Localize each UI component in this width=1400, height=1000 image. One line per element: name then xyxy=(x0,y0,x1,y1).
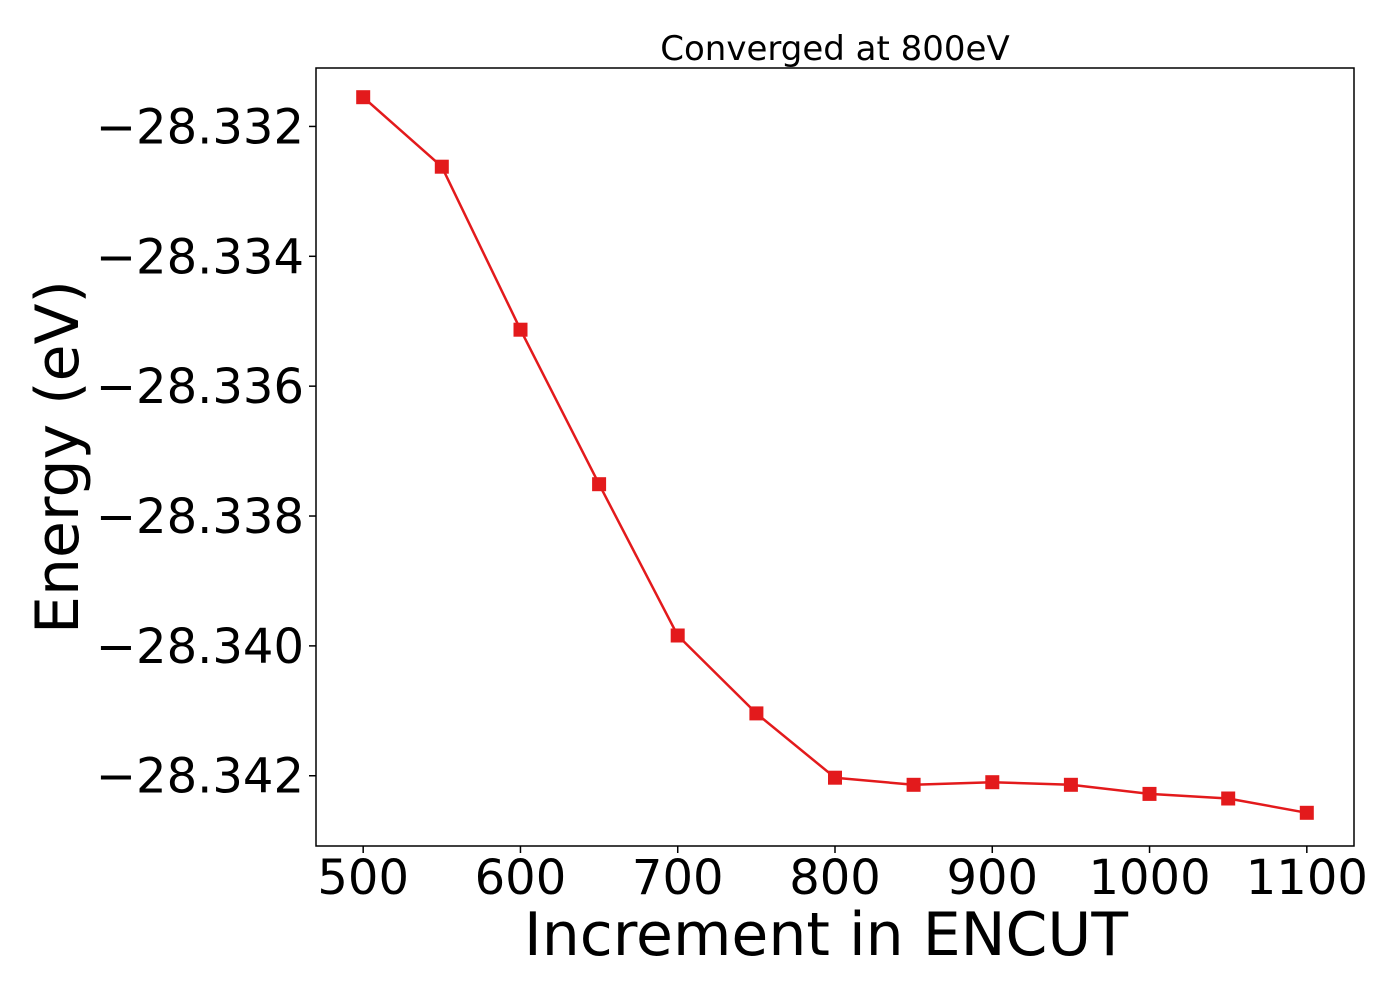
data-point-marker xyxy=(356,90,371,105)
y-tick-label: −28.342 xyxy=(96,749,304,805)
x-tick-label: 800 xyxy=(789,850,881,906)
data-point-marker xyxy=(1299,805,1314,820)
plot-area-frame xyxy=(315,67,1355,847)
y-tick-label: −28.332 xyxy=(96,99,304,155)
series-line xyxy=(362,96,1308,815)
data-point-marker xyxy=(592,477,607,492)
series-markers xyxy=(356,90,1314,820)
data-point-marker xyxy=(1142,786,1157,801)
y-axis-label: Energy (eV) xyxy=(23,280,93,634)
data-point-marker xyxy=(513,322,528,337)
data-point-marker xyxy=(749,706,764,721)
data-point-marker xyxy=(1221,791,1236,806)
data-point-marker xyxy=(670,628,685,643)
y-tick-label: −28.340 xyxy=(96,619,304,675)
chart-title: Converged at 800eV xyxy=(660,29,1009,69)
y-tick-label: −28.338 xyxy=(96,489,304,545)
y-tick-label: −28.334 xyxy=(96,229,304,285)
y-tick-label: −28.336 xyxy=(96,359,304,415)
data-point-marker xyxy=(434,159,449,174)
x-axis-ticks: 500 600 700 800 900 1000 1100 xyxy=(317,846,1368,906)
x-tick-label: 700 xyxy=(632,850,724,906)
data-point-marker xyxy=(1063,777,1078,792)
x-tick-label: 1000 xyxy=(1088,850,1210,906)
data-point-marker xyxy=(906,777,921,792)
x-tick-label: 600 xyxy=(475,850,567,906)
x-tick-label: 900 xyxy=(946,850,1038,906)
y-axis-ticks: −28.332 −28.334 −28.336 −28.338 −28.340 −28.3… xyxy=(96,99,316,805)
data-point-marker xyxy=(985,775,1000,790)
data-point-marker xyxy=(828,770,842,785)
x-tick-label: 1100 xyxy=(1246,850,1368,906)
x-axis-label: Increment in ENCUT xyxy=(524,900,1128,970)
x-tick-label: 500 xyxy=(317,850,409,906)
